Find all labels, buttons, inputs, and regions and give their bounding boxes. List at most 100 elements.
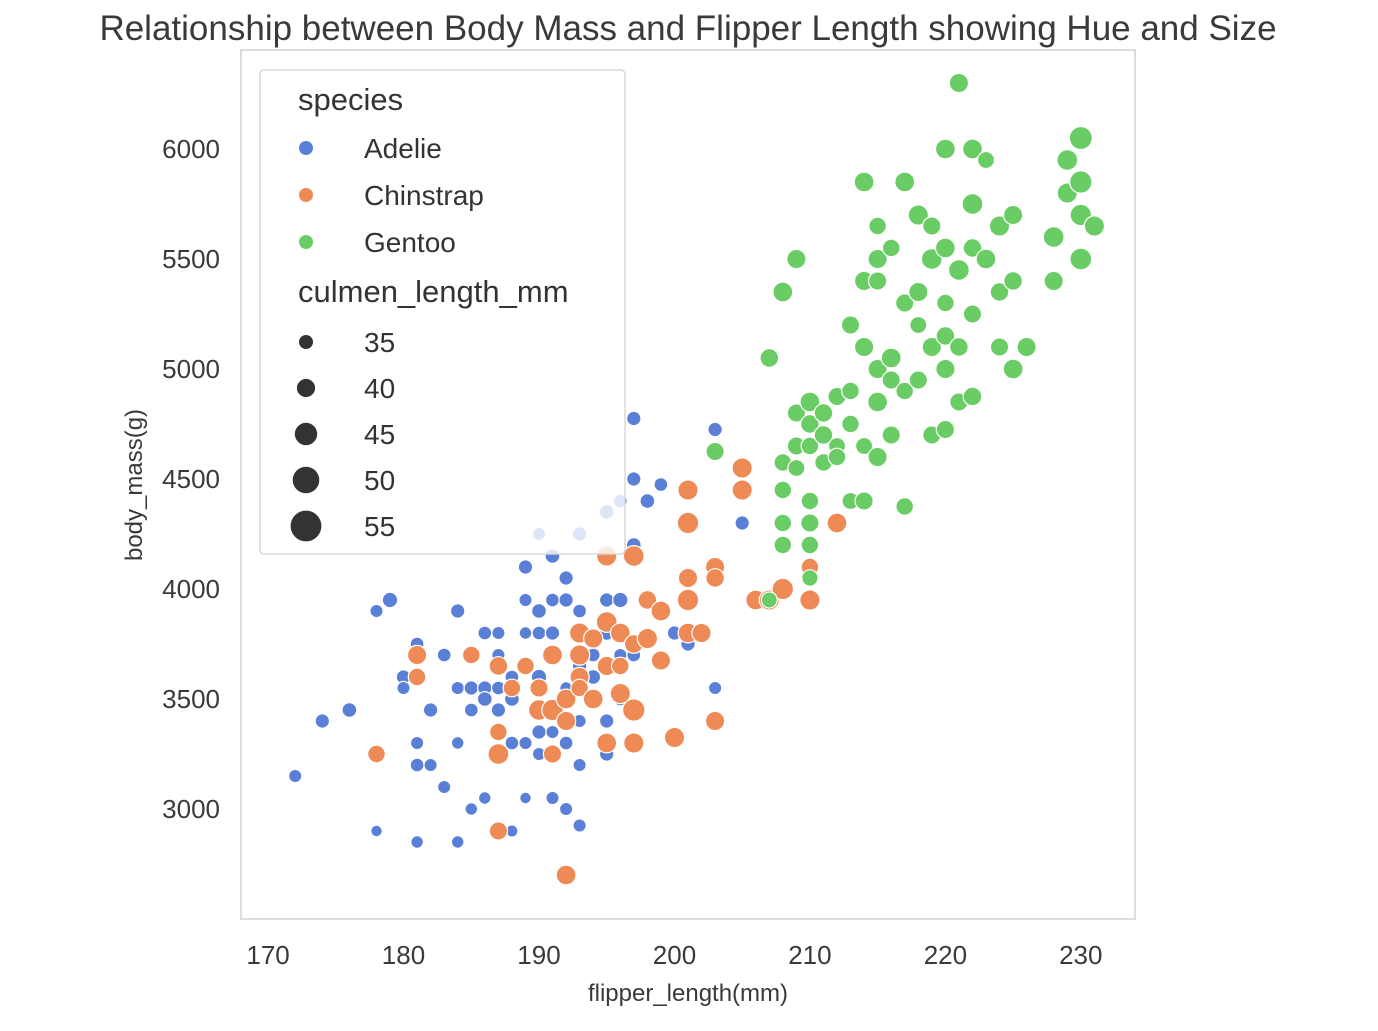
points-layer <box>288 72 1106 886</box>
point-chinstrap-5 <box>489 722 508 742</box>
point-gentoo-78 <box>1002 358 1024 380</box>
point-chinstrap-43 <box>677 479 699 501</box>
y-tick-label: 4000 <box>162 574 220 604</box>
legend-label-gentoo: Gentoo <box>364 227 456 258</box>
point-gentoo-6 <box>773 513 793 533</box>
point-gentoo-2 <box>760 591 778 609</box>
point-adelie-67 <box>598 713 615 729</box>
point-adelie-79 <box>625 410 642 427</box>
point-adelie-80 <box>639 493 656 510</box>
point-gentoo-58 <box>936 293 955 313</box>
y-tick-label: 3000 <box>162 794 220 824</box>
point-adelie-53 <box>558 570 574 586</box>
point-gentoo-64 <box>949 337 969 357</box>
point-chinstrap-7 <box>488 821 509 841</box>
point-gentoo-0 <box>705 441 725 462</box>
point-adelie-52 <box>545 724 560 740</box>
point-adelie-50 <box>545 790 560 806</box>
point-adelie-68 <box>598 592 615 608</box>
point-chinstrap-38 <box>650 650 672 671</box>
point-gentoo-56 <box>934 138 956 160</box>
point-adelie-84 <box>707 421 723 438</box>
point-adelie-7 <box>396 680 411 696</box>
point-gentoo-79 <box>1016 336 1037 358</box>
point-gentoo-38 <box>867 391 889 413</box>
legend-size-label: 45 <box>364 419 395 450</box>
point-adelie-39 <box>518 735 533 751</box>
point-adelie-85 <box>707 680 723 696</box>
point-chinstrap-48 <box>705 568 725 588</box>
point-gentoo-85 <box>1069 170 1093 194</box>
series-gentoo <box>705 72 1106 609</box>
point-adelie-37 <box>517 559 534 575</box>
point-gentoo-8 <box>786 248 807 270</box>
point-adelie-47 <box>544 592 560 608</box>
point-gentoo-60 <box>935 358 956 380</box>
point-chinstrap-22 <box>582 688 604 710</box>
point-gentoo-46 <box>895 381 915 401</box>
point-adelie-38 <box>518 626 533 640</box>
chart-title: Relationship between Body Mass and Flipp… <box>99 9 1276 48</box>
legend-label-adelie: Adelie <box>364 133 442 164</box>
point-gentoo-39 <box>867 446 888 468</box>
point-gentoo-25 <box>841 414 860 434</box>
point-gentoo-66 <box>961 138 983 160</box>
point-chinstrap-3 <box>461 645 481 665</box>
point-adelie-3 <box>369 603 384 619</box>
point-gentoo-81 <box>1043 270 1064 292</box>
x-tick-label: 170 <box>246 940 289 970</box>
point-gentoo-75 <box>989 337 1010 357</box>
point-adelie-57 <box>558 592 574 608</box>
point-adelie-48 <box>544 625 561 641</box>
point-chinstrap-17 <box>555 864 577 886</box>
y-tick-label: 6000 <box>162 134 220 164</box>
point-adelie-61 <box>572 757 587 773</box>
point-gentoo-28 <box>841 381 860 401</box>
legend-size-label: 35 <box>364 327 395 358</box>
point-adelie-73 <box>611 591 629 609</box>
y-tick-label: 3500 <box>162 684 220 714</box>
point-gentoo-70 <box>962 386 983 407</box>
x-tick-label: 180 <box>382 940 425 970</box>
point-chinstrap-6 <box>487 742 510 765</box>
point-gentoo-29 <box>853 171 875 193</box>
point-adelie-23 <box>464 802 479 816</box>
point-chinstrap-36 <box>636 627 659 650</box>
point-adelie-22 <box>463 702 479 718</box>
point-gentoo-55 <box>922 216 942 236</box>
point-adelie-20 <box>463 680 480 696</box>
point-gentoo-45 <box>895 293 915 313</box>
legend-marker-gentoo <box>299 235 313 249</box>
point-gentoo-21 <box>813 403 834 423</box>
point-chinstrap-44 <box>676 511 700 535</box>
point-adelie-59 <box>572 603 588 619</box>
point-adelie-36 <box>518 592 533 608</box>
point-gentoo-83 <box>1056 149 1079 172</box>
point-adelie-11 <box>410 835 425 849</box>
point-gentoo-51 <box>908 370 929 390</box>
point-chinstrap-39 <box>663 726 686 749</box>
point-adelie-43 <box>531 724 547 740</box>
point-gentoo-44 <box>894 171 916 193</box>
point-chinstrap-34 <box>623 732 645 754</box>
point-gentoo-47 <box>895 497 915 516</box>
point-chinstrap-28 <box>610 656 630 676</box>
point-chinstrap-56 <box>826 512 848 534</box>
x-axis-label: flipper_length(mm) <box>588 980 788 1007</box>
point-gentoo-7 <box>773 535 793 555</box>
point-chinstrap-23 <box>583 628 604 649</box>
point-gentoo-20 <box>813 425 834 445</box>
y-tick-label: 4500 <box>162 464 220 494</box>
point-adelie-15 <box>437 779 452 795</box>
point-adelie-1 <box>314 713 331 729</box>
point-gentoo-68 <box>962 238 983 258</box>
point-gentoo-17 <box>800 436 820 456</box>
point-gentoo-1 <box>759 348 780 368</box>
y-tick-label: 5000 <box>162 354 220 384</box>
point-gentoo-32 <box>854 436 874 456</box>
point-chinstrap-50 <box>731 479 753 501</box>
point-chinstrap-29 <box>609 682 632 705</box>
point-chinstrap-8 <box>502 678 522 698</box>
point-chinstrap-37 <box>650 600 672 622</box>
y-axis-label: body_mass(g) <box>121 409 148 561</box>
